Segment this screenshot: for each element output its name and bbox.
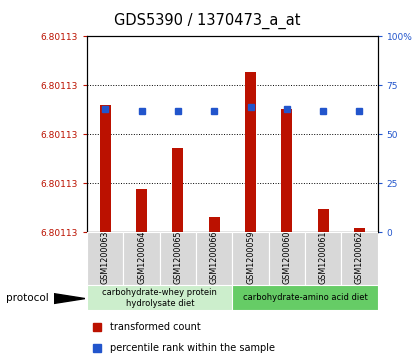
Text: GSM1200063: GSM1200063 — [101, 231, 110, 284]
Polygon shape — [54, 294, 85, 303]
Text: GSM1200061: GSM1200061 — [319, 231, 328, 284]
Bar — [100, 105, 111, 232]
Bar — [232, 285, 378, 310]
Bar — [232, 232, 269, 285]
Text: GDS5390 / 1370473_a_at: GDS5390 / 1370473_a_at — [114, 13, 301, 29]
Text: carbohydrate-amino acid diet: carbohydrate-amino acid diet — [243, 293, 367, 302]
Text: GSM1200064: GSM1200064 — [137, 231, 146, 284]
Bar — [269, 232, 305, 285]
Bar — [173, 148, 183, 232]
Bar — [136, 189, 147, 232]
Bar — [318, 209, 329, 232]
Text: GSM1200062: GSM1200062 — [355, 231, 364, 284]
Bar — [160, 232, 196, 285]
Text: GSM1200066: GSM1200066 — [210, 231, 219, 284]
Bar — [87, 232, 124, 285]
Bar — [341, 232, 378, 285]
Text: protocol: protocol — [6, 293, 49, 303]
Bar — [245, 72, 256, 232]
Text: percentile rank within the sample: percentile rank within the sample — [110, 343, 275, 354]
Text: transformed count: transformed count — [110, 322, 200, 332]
Text: GSM1200065: GSM1200065 — [173, 231, 183, 284]
Text: carbohydrate-whey protein
hydrolysate diet: carbohydrate-whey protein hydrolysate di… — [103, 287, 217, 308]
Bar — [281, 109, 292, 232]
Text: GSM1200060: GSM1200060 — [282, 231, 291, 284]
Bar — [124, 232, 160, 285]
Bar — [87, 285, 232, 310]
Bar — [196, 232, 232, 285]
Bar — [354, 228, 365, 232]
Text: GSM1200059: GSM1200059 — [246, 231, 255, 284]
Bar — [209, 217, 220, 232]
Bar — [305, 232, 341, 285]
